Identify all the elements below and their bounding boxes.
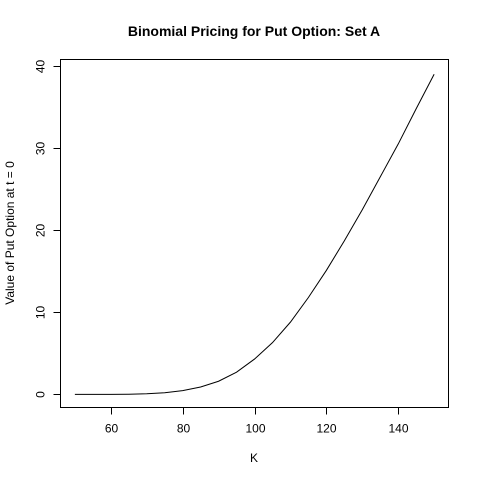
y-axis-label: Value of Put Option at t = 0	[3, 161, 17, 305]
x-tick-label: 80	[177, 422, 191, 436]
x-tick-label: 100	[245, 422, 265, 436]
x-axis-label: K	[250, 451, 258, 465]
x-tick-label: 140	[388, 422, 408, 436]
y-axis: 0 10 20 30 40	[34, 60, 61, 398]
x-tick-label: 120	[316, 422, 336, 436]
y-tick-label: 30	[34, 142, 48, 156]
plot-area-border	[60, 59, 449, 408]
y-tick-label: 10	[34, 306, 48, 320]
x-tick-label: 60	[105, 422, 119, 436]
y-tick-label: 40	[34, 60, 48, 74]
series-line	[74, 74, 435, 395]
y-tick-label: 0	[34, 391, 48, 398]
x-axis: 60 80 100 120 140	[105, 407, 409, 436]
chart-title: Binomial Pricing for Put Option: Set A	[128, 23, 380, 39]
y-tick-label: 20	[34, 224, 48, 238]
